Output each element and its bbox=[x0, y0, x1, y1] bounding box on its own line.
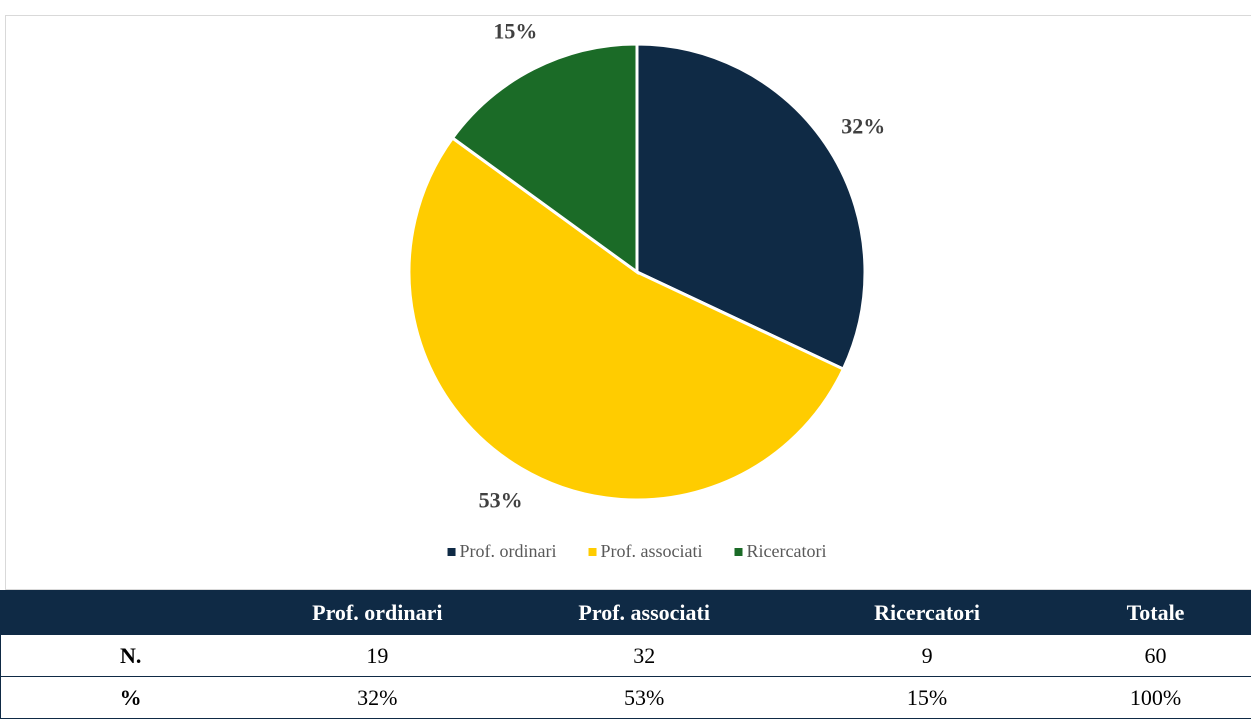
corner-cell bbox=[1, 590, 261, 635]
table-cell: 100% bbox=[1060, 677, 1251, 719]
table-cell: 15% bbox=[794, 677, 1060, 719]
data-label: 32% bbox=[841, 113, 885, 138]
table-cell: 32 bbox=[494, 635, 794, 677]
table-cell: 53% bbox=[494, 677, 794, 719]
column-header: Totale bbox=[1060, 590, 1251, 635]
table-cell: 9 bbox=[794, 635, 1060, 677]
row-label: % bbox=[1, 677, 261, 719]
legend-swatch bbox=[448, 548, 456, 556]
column-header: Prof. ordinari bbox=[260, 590, 494, 635]
table-cell: 32% bbox=[260, 677, 494, 719]
legend-label: Prof. ordinari bbox=[460, 541, 557, 561]
row-label: N. bbox=[1, 635, 261, 677]
table-cell: 60 bbox=[1060, 635, 1251, 677]
table-cell: 19 bbox=[260, 635, 494, 677]
legend-swatch bbox=[589, 548, 597, 556]
column-header: Prof. associati bbox=[494, 590, 794, 635]
legend-label: Prof. associati bbox=[601, 541, 703, 561]
table-row: %32%53%15%100% bbox=[1, 677, 1251, 719]
legend-label: Ricercatori bbox=[747, 541, 827, 561]
column-header: Ricercatori bbox=[794, 590, 1060, 635]
chart: 32% 53% 15% Prof. ordinari Prof. associati Ri… bbox=[0, 0, 1251, 590]
data-label: 53% bbox=[479, 488, 523, 513]
legend-swatch bbox=[735, 548, 743, 556]
data-label: 15% bbox=[493, 18, 537, 43]
